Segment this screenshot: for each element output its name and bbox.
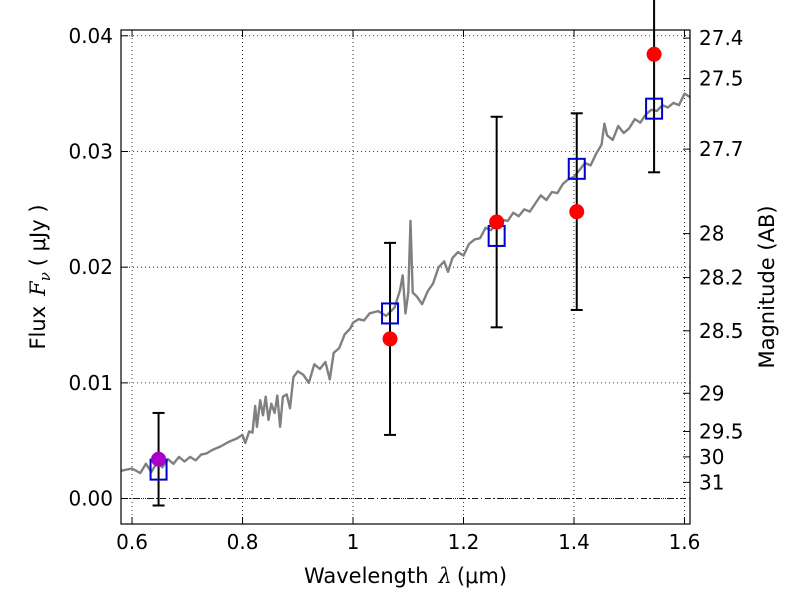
grid (121, 30, 690, 524)
x-tick-label: 1.2 (448, 530, 480, 554)
y2-tick-label: 30 (699, 445, 724, 469)
x-tick-label: 1 (347, 530, 360, 554)
x-tick-label: 1.4 (558, 530, 590, 554)
x-axis-label: Wavelength λ (μm) (304, 564, 507, 588)
y-tick-label: 0.01 (68, 371, 113, 395)
y2-tick-label: 29.5 (699, 419, 744, 443)
y2-axis-label: Magnitude (AB) (755, 205, 779, 368)
x-tick-label: 0.8 (227, 530, 259, 554)
observed-point (569, 204, 585, 220)
y-tick-label: 0.00 (68, 487, 113, 511)
model-photometry-box (645, 97, 664, 120)
y-tick-label: 0.04 (68, 24, 113, 48)
axis-ticks: 0.6 0.8 1 1.2 1.4 1.6 0.00 0.01 0.02 0.03 0.04 27.4… (68, 24, 743, 554)
observed-point (489, 214, 505, 230)
observed-point (382, 331, 398, 347)
x-tick-label: 1.6 (669, 530, 701, 554)
y-axis-label: FluxFν( μJy ) (26, 204, 54, 349)
observed-points-layer (151, 46, 662, 467)
y2-tick-label: 27.7 (699, 137, 744, 161)
y-tick-label: 0.03 (68, 139, 113, 163)
observed-point (151, 451, 167, 467)
y2-tick-label: 31 (699, 470, 724, 494)
model-spectrum-line (120, 92, 691, 475)
model-photometry-layer (149, 97, 664, 481)
model-photometry-box (567, 157, 586, 180)
error-bar-layer (152, 0, 661, 507)
x-tick-label: 0.6 (116, 530, 148, 554)
y2-tick-label: 27.5 (699, 67, 744, 91)
y-tick-label: 0.02 (68, 255, 113, 279)
model-photometry-box (381, 302, 400, 325)
y2-tick-label: 28 (699, 222, 724, 246)
plot-frame (120, 29, 691, 525)
y2-tick-label: 28.2 (699, 266, 744, 290)
y2-tick-label: 27.4 (699, 26, 744, 50)
model-spectrum-layer (120, 92, 691, 475)
observed-point (646, 46, 662, 62)
y2-tick-label: 29 (699, 381, 724, 405)
y2-tick-label: 28.5 (699, 319, 744, 343)
